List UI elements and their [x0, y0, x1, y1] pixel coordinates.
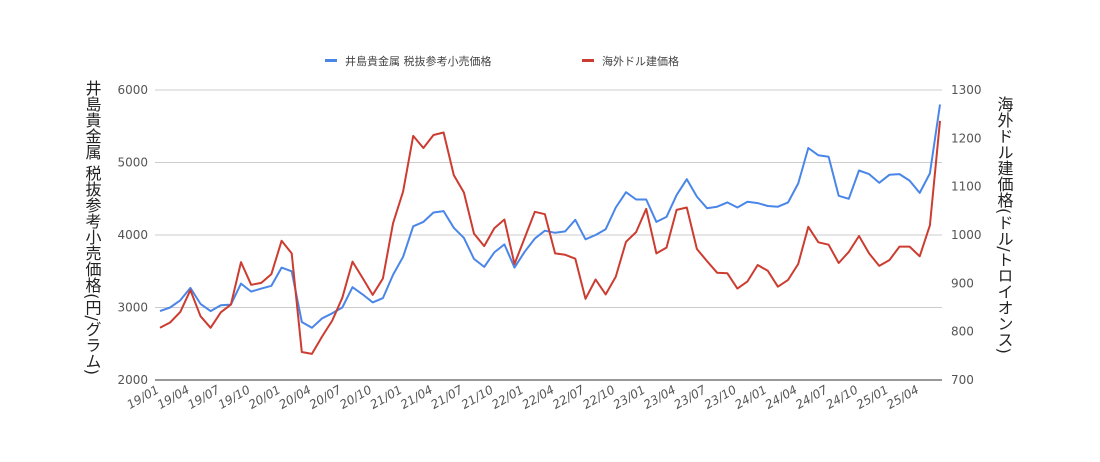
- x-tick-label: 22/07: [550, 382, 587, 412]
- right-axis-title: 海外ドル建価格(ドル/トロイオンス): [995, 96, 1014, 354]
- legend-swatch-retail: [325, 59, 337, 62]
- x-tick-label: 22/04: [520, 382, 557, 411]
- series-lines: [159, 104, 941, 355]
- x-tick-label: 23/01: [611, 382, 648, 411]
- legend-label-overseas: 海外ドル建価格: [602, 54, 679, 68]
- left-axis-ticks: 2000 3000 4000 5000 6000: [117, 83, 148, 387]
- x-tick-label: 23/04: [641, 382, 678, 411]
- x-tick-label: 25/01: [854, 382, 891, 411]
- gridlines: [155, 89, 942, 381]
- x-tick-label: 24/10: [824, 382, 861, 412]
- x-tick-label: 21/04: [398, 382, 435, 411]
- right-tick-label: 700: [951, 373, 974, 387]
- right-axis-ticks: 700 800 900 1000 1100 1200 1300: [951, 83, 982, 387]
- x-tick-label: 21/07: [428, 382, 465, 412]
- left-tick-label: 4000: [117, 228, 148, 242]
- x-tick-label: 21/01: [368, 382, 405, 411]
- x-tick-label: 19/07: [185, 382, 222, 412]
- x-tick-label: 25/04: [884, 382, 921, 411]
- x-axis-ticks: 19/0119/0419/0719/1020/0120/0420/0720/10…: [125, 382, 922, 412]
- x-tick-label: 23/10: [702, 382, 739, 412]
- x-tick-label: 19/04: [155, 382, 192, 411]
- right-tick-label: 1200: [951, 131, 982, 145]
- right-tick-label: 900: [951, 276, 974, 290]
- series-line-retail: [159, 104, 941, 329]
- x-tick-label: 24/07: [793, 382, 830, 412]
- x-tick-label: 20/10: [337, 382, 374, 412]
- legend-label-retail: 井島貴金属 税抜参考小売価格: [345, 54, 492, 68]
- right-tick-label: 1300: [951, 83, 982, 97]
- right-tick-label: 1000: [951, 228, 982, 242]
- left-tick-label: 5000: [117, 156, 148, 170]
- x-tick-label: 20/04: [276, 382, 313, 411]
- x-tick-label: 22/10: [580, 382, 617, 412]
- legend-item-retail[interactable]: 井島貴金属 税抜参考小売価格: [325, 54, 492, 68]
- x-tick-label: 19/10: [216, 382, 253, 412]
- right-tick-label: 1100: [951, 180, 982, 194]
- legend: 井島貴金属 税抜参考小売価格 海外ドル建価格: [325, 54, 679, 68]
- left-tick-label: 6000: [117, 83, 148, 97]
- x-tick-label: 20/01: [246, 382, 283, 411]
- x-tick-label: 20/07: [307, 382, 344, 412]
- series-line-overseas: [159, 120, 941, 355]
- left-tick-label: 3000: [117, 301, 148, 315]
- x-tick-label: 23/07: [672, 382, 709, 412]
- legend-item-overseas[interactable]: 海外ドル建価格: [582, 54, 679, 68]
- legend-swatch-overseas: [582, 59, 594, 62]
- x-tick-label: 21/10: [459, 382, 496, 412]
- left-tick-label: 2000: [117, 373, 148, 387]
- right-tick-label: 800: [951, 325, 974, 339]
- x-tick-label: 22/01: [489, 382, 526, 411]
- x-tick-label: 24/01: [732, 382, 769, 411]
- left-axis-title: 井島貴金属 税抜参考小売価格(円/グラム): [83, 80, 102, 375]
- x-tick-label: 24/04: [763, 382, 800, 411]
